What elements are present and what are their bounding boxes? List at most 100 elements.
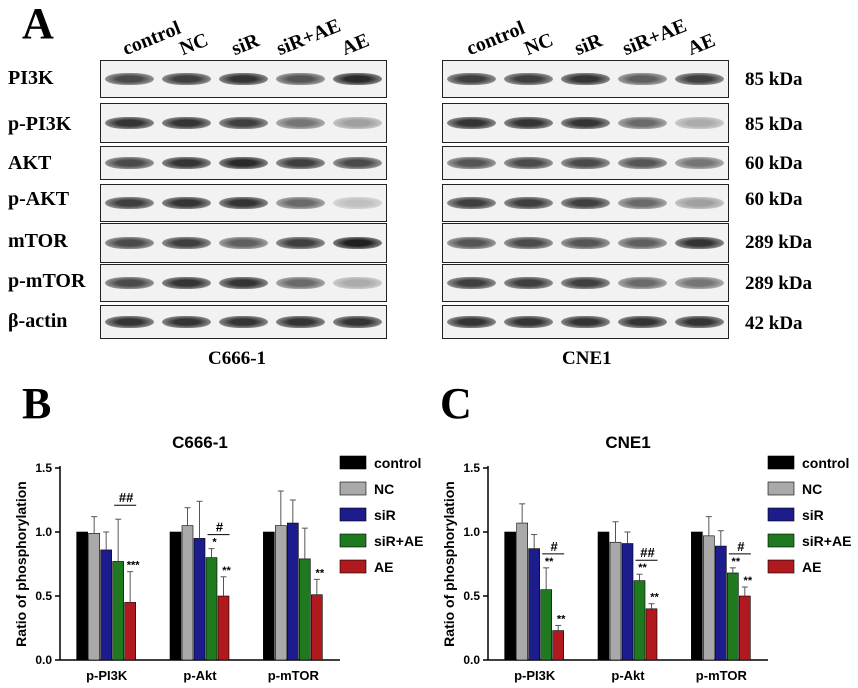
bar [76, 531, 88, 661]
bracket-label: ## [640, 545, 655, 560]
blot-strip [100, 184, 387, 222]
blot-band [333, 277, 382, 289]
blot-band [504, 316, 553, 328]
bar [124, 602, 136, 661]
bar [100, 549, 112, 661]
blot-strip [442, 184, 729, 222]
bar [528, 548, 540, 661]
y-tick-label: 1.5 [35, 461, 52, 475]
blot-band [105, 277, 154, 289]
blot-band [162, 73, 211, 85]
blot-band [219, 316, 268, 328]
lane-label-sir: siR [228, 29, 263, 61]
bar [739, 595, 751, 661]
blot-band [105, 197, 154, 209]
blot-band [219, 237, 268, 249]
legend-label: siR [802, 507, 824, 523]
legend-swatch [339, 559, 367, 574]
bar [633, 580, 646, 661]
legend-label: control [374, 455, 421, 471]
legend-swatch [767, 559, 795, 574]
blot-strip [442, 146, 729, 180]
y-axis-label: Ratio of phosphorylation [13, 481, 29, 647]
blot-strip [442, 223, 729, 263]
blot-strip [442, 264, 729, 302]
blot-band [618, 117, 667, 129]
legend-label: siR+AE [802, 533, 851, 549]
chart-title: CNE1 [605, 433, 650, 452]
lane-label-control: control [463, 16, 528, 61]
legend-swatch [339, 455, 367, 470]
bar [703, 535, 715, 661]
blot-band [105, 117, 154, 129]
blot-strip [442, 103, 729, 143]
blot-band [162, 117, 211, 129]
blot-band [618, 197, 667, 209]
significance-label: ** [222, 565, 231, 577]
blot-band [447, 277, 496, 289]
blot-strip [100, 305, 387, 339]
y-tick-label: 0.0 [35, 653, 52, 667]
bar [169, 531, 182, 661]
legend-swatch [767, 455, 795, 470]
blot-band [618, 157, 667, 169]
legend-label: siR [374, 507, 396, 523]
blot-band [561, 237, 610, 249]
blot-band [561, 157, 610, 169]
y-tick-label: 1.0 [463, 525, 480, 539]
blot-band [447, 197, 496, 209]
x-tick-label: p-Akt [611, 668, 645, 683]
lane-label-sir: siR [571, 29, 606, 61]
legend-label: NC [374, 481, 394, 497]
significance-label: ** [650, 592, 659, 604]
blot-band [333, 73, 382, 85]
bar [112, 561, 124, 661]
significance-label: ** [557, 613, 566, 625]
y-tick-label: 1.0 [35, 525, 52, 539]
lane-label-sir-ae: siR+AE [619, 14, 690, 61]
bar [193, 538, 206, 661]
bracket-label: # [737, 539, 745, 554]
protein-label: mTOR [8, 230, 68, 252]
blot-band [675, 197, 724, 209]
chart-title: C666-1 [172, 433, 228, 452]
kda-label: 85 kDa [745, 114, 803, 135]
x-tick-label: p-PI3K [514, 668, 556, 683]
protein-label: p-AKT [8, 188, 70, 210]
bar [311, 594, 323, 661]
x-tick-label: p-PI3K [86, 668, 128, 683]
blot-strip [100, 146, 387, 180]
panel-letter-c: C [440, 379, 472, 428]
protein-label: AKT [8, 152, 52, 174]
legend-label: NC [802, 481, 822, 497]
blot-band [504, 237, 553, 249]
protein-label: p-PI3K [8, 113, 72, 135]
blot-band [504, 197, 553, 209]
blot-band [276, 157, 325, 169]
bar [645, 608, 658, 661]
blot-band [561, 117, 610, 129]
bar [275, 525, 287, 661]
lane-label-sir-ae: siR+AE [273, 14, 344, 61]
blot-band [504, 73, 553, 85]
blot-band [162, 237, 211, 249]
bar [299, 558, 311, 661]
blot-band [561, 73, 610, 85]
blot-band [276, 316, 325, 328]
bracket-label: ## [119, 490, 134, 505]
blot-band [675, 316, 724, 328]
x-tick-label: p-mTOR [268, 668, 320, 683]
blot-band [333, 316, 382, 328]
bar [205, 557, 218, 661]
bar [181, 525, 194, 661]
blot-band [105, 237, 154, 249]
blot-band [219, 197, 268, 209]
significance-label: ** [316, 567, 325, 579]
blot-band [219, 117, 268, 129]
blot-strip [442, 305, 729, 339]
x-tick-label: p-Akt [183, 668, 217, 683]
kda-label: 85 kDa [745, 69, 803, 90]
blot-band [447, 157, 496, 169]
legend-label: AE [374, 559, 393, 575]
blot-band [504, 117, 553, 129]
